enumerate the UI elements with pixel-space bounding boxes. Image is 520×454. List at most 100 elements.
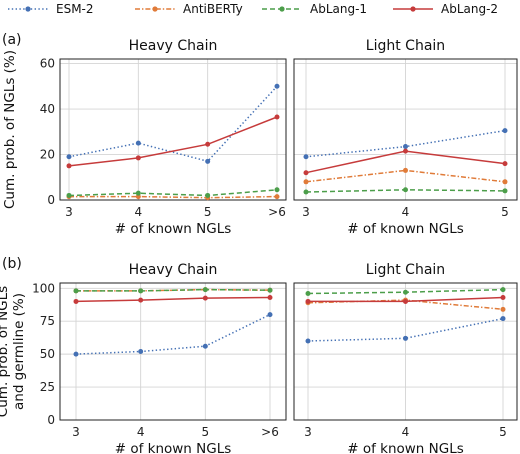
plot-frame (293, 58, 518, 201)
data-point (500, 287, 506, 293)
x-axis-label: # of known NGLs (347, 441, 464, 454)
data-point (73, 288, 79, 294)
panel-label-a: (a) (2, 32, 22, 48)
data-point (305, 291, 311, 297)
y-tick-label: 25 (40, 380, 55, 394)
data-point (403, 144, 408, 150)
legend-item-antiberty: AntiBERTy (135, 2, 243, 16)
y-axis-label: Cum. prob. of NGLs (%) (2, 50, 18, 209)
x-axis-label: # of known NGLs (347, 221, 464, 237)
data-point (66, 192, 72, 198)
x-tick-label: 5 (499, 425, 507, 439)
legend-marker (410, 6, 416, 12)
series-line (307, 317, 504, 342)
x-tick-label: 5 (204, 205, 212, 219)
data-point (205, 192, 211, 198)
legend-label: AntiBERTy (183, 2, 243, 16)
data-point (66, 154, 72, 160)
x-tick-label: 4 (137, 425, 145, 439)
legend-item-ablang-2: AbLang-2 (393, 2, 498, 16)
series-antiberty (303, 167, 508, 185)
data-point (138, 349, 144, 354)
x-tick-label: 4 (402, 205, 410, 219)
series-line (75, 296, 271, 303)
y-tick-label: 0 (47, 193, 55, 207)
data-point (403, 335, 408, 341)
data-point (500, 294, 506, 300)
x-tick-label: >6 (261, 425, 279, 439)
data-point (202, 343, 208, 349)
data-point (502, 179, 508, 185)
plot-frame (59, 282, 287, 421)
series-ablang-2 (73, 294, 273, 304)
data-point (500, 316, 506, 322)
x-tick-label: 3 (302, 205, 310, 219)
x-tick-label: 5 (501, 205, 509, 219)
x-tick-label: 5 (202, 425, 210, 439)
legend-label: ESM-2 (56, 2, 94, 16)
panel-b-light-chain: Light Chain 3 4 5 # of known NGLs (293, 262, 518, 454)
data-point (135, 155, 141, 161)
legend-item-ablang-1: AbLang-1 (262, 2, 367, 16)
data-point (138, 297, 144, 303)
series-esm-2 (73, 312, 273, 357)
data-point (303, 189, 309, 195)
series-ablang-2 (303, 148, 508, 176)
data-point (303, 179, 309, 185)
y-tick-label: 60 (40, 57, 55, 71)
panel-label-b: (b) (2, 256, 22, 272)
data-point (205, 158, 211, 164)
data-point (502, 188, 508, 194)
x-tick-label: 4 (402, 425, 410, 439)
data-point (403, 187, 408, 193)
data-point (267, 287, 273, 293)
x-tick-label: >6 (268, 205, 286, 219)
data-point (274, 187, 280, 193)
data-point (202, 287, 208, 293)
data-point (205, 141, 211, 147)
plot-title: Light Chain (366, 262, 445, 278)
legend-label: AbLang-1 (310, 2, 367, 16)
series-esm-2 (66, 83, 280, 164)
plot-title: Heavy Chain (129, 262, 218, 278)
data-point (135, 190, 141, 196)
y-tick-label: 75 (40, 314, 55, 328)
data-point (502, 161, 508, 167)
series-esm-2 (303, 128, 508, 160)
plot-title: Heavy Chain (129, 38, 218, 54)
legend-marker (152, 6, 158, 12)
series-ablang-1 (66, 187, 280, 198)
y-tick-label: 40 (40, 102, 55, 116)
data-point (202, 295, 208, 301)
x-tick-label: 3 (65, 205, 73, 219)
series-line (305, 169, 506, 183)
plot-frame (293, 282, 518, 421)
legend-marker (25, 6, 31, 12)
series-line (68, 116, 278, 167)
data-point (305, 338, 311, 344)
data-point (274, 194, 280, 200)
data-point (500, 306, 506, 312)
series-line (75, 313, 271, 355)
data-point (303, 154, 309, 160)
y-tick-label: 50 (40, 347, 55, 361)
data-point (267, 294, 273, 300)
x-tick-label: 3 (72, 425, 80, 439)
data-point (66, 163, 72, 169)
data-point (502, 128, 508, 134)
y-axis-label: Cum. prob. of NGLsand germline (%) (0, 286, 27, 417)
series-ablang-1 (73, 287, 273, 294)
series-esm-2 (305, 316, 506, 344)
series-ablang-1 (303, 187, 508, 195)
series-ablang-1 (305, 287, 506, 297)
series-line (68, 85, 278, 163)
data-point (403, 148, 408, 154)
panel-a-light-chain: Light Chain 3 4 5 # of known NGLs (293, 38, 518, 237)
legend: ESM-2 AntiBERTy AbLang-1 AbLang-2 (8, 2, 498, 16)
series-ablang-2 (305, 294, 506, 304)
series-line (68, 189, 278, 197)
legend-marker (279, 6, 285, 12)
legend-label: AbLang-2 (441, 2, 498, 16)
